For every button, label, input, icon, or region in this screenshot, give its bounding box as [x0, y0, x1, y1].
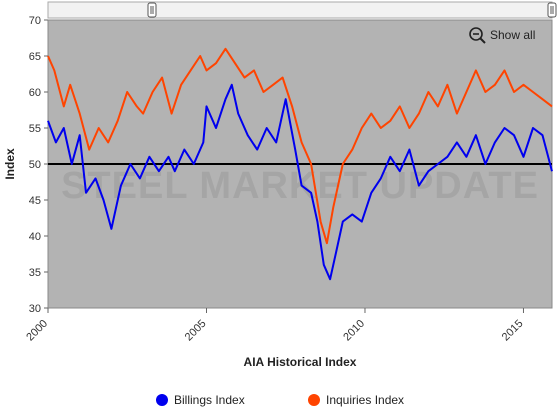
inquiries-indexline-line — [47, 47, 553, 245]
scrollbar-handle-right[interactable] — [547, 2, 557, 18]
y-tick-label: 50 — [29, 159, 41, 171]
x-tick-label: 2005 — [183, 318, 209, 344]
legend-label-inquiries-index: Inquiries Index — [326, 393, 404, 407]
legend: Billings Index Inquiries Index — [156, 393, 404, 407]
legend-marker-inquiries-index — [308, 394, 320, 406]
y-tick-label: 30 — [29, 303, 41, 315]
y-tick-label: 55 — [29, 123, 41, 135]
x-tick-label: 2000 — [24, 318, 50, 344]
zoom-out-icon — [469, 27, 486, 44]
legend-marker-billings-index — [156, 394, 168, 406]
y-axis-title: Index — [3, 148, 17, 180]
x-tick-label: 2010 — [341, 318, 367, 344]
x-axis-ticks: 2000 2005 2010 2015 — [24, 308, 526, 344]
y-tick-label: 40 — [29, 231, 41, 243]
x-axis-title: AIA Historical Index — [244, 355, 357, 369]
y-tick-label: 35 — [29, 267, 41, 279]
y-tick-label: 70 — [29, 15, 41, 27]
y-tick-label: 60 — [29, 87, 41, 99]
zoom-scrollbar[interactable] — [47, 1, 557, 19]
x-tick-label: 2015 — [500, 318, 526, 344]
legend-label-billings-index: Billings Index — [174, 393, 245, 407]
show-all-label: Show all — [490, 28, 535, 42]
scrollbar-track — [47, 1, 553, 19]
y-tick-label: 65 — [29, 51, 41, 63]
y-axis-ticks: 30 35 40 45 50 55 60 65 70 — [29, 15, 48, 315]
scrollbar-handle-left[interactable] — [147, 2, 157, 18]
billings-indexline-line — [47, 83, 553, 281]
y-tick-label: 45 — [29, 195, 41, 207]
show-all-button[interactable]: Show all — [469, 27, 535, 44]
series-lines — [47, 47, 553, 281]
